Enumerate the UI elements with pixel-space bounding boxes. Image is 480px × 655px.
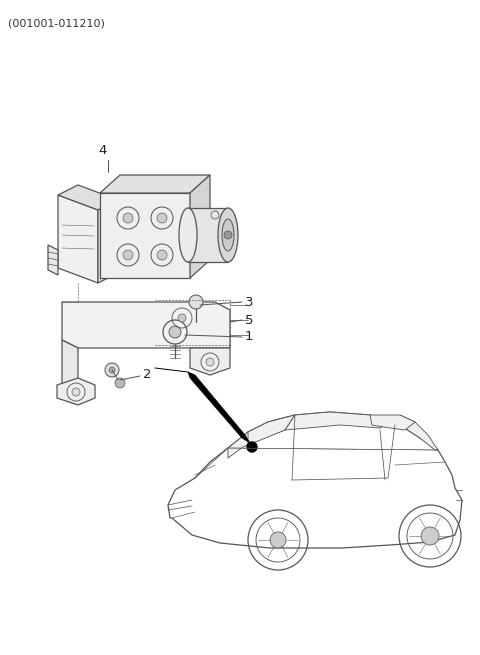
Text: 1: 1 bbox=[245, 331, 253, 343]
Text: 5: 5 bbox=[245, 314, 253, 326]
Circle shape bbox=[157, 213, 167, 223]
Polygon shape bbox=[168, 412, 462, 548]
Polygon shape bbox=[58, 195, 98, 283]
Text: 3: 3 bbox=[245, 295, 253, 309]
Polygon shape bbox=[62, 340, 78, 398]
Circle shape bbox=[115, 378, 125, 388]
Ellipse shape bbox=[179, 208, 197, 262]
Circle shape bbox=[206, 358, 214, 366]
Text: 2: 2 bbox=[143, 369, 152, 381]
Polygon shape bbox=[285, 412, 395, 430]
Text: 4: 4 bbox=[99, 144, 107, 157]
Circle shape bbox=[421, 527, 439, 545]
Polygon shape bbox=[190, 348, 230, 375]
Circle shape bbox=[157, 250, 167, 260]
Polygon shape bbox=[400, 415, 438, 450]
Polygon shape bbox=[62, 302, 230, 348]
Polygon shape bbox=[190, 175, 210, 278]
Polygon shape bbox=[58, 185, 118, 210]
Polygon shape bbox=[98, 200, 118, 283]
Polygon shape bbox=[100, 175, 210, 193]
Circle shape bbox=[123, 250, 133, 260]
Polygon shape bbox=[228, 415, 295, 458]
Text: (001001-011210): (001001-011210) bbox=[8, 18, 105, 28]
Circle shape bbox=[109, 367, 115, 373]
Ellipse shape bbox=[222, 219, 234, 251]
Ellipse shape bbox=[218, 208, 238, 262]
Circle shape bbox=[178, 314, 186, 322]
Circle shape bbox=[105, 363, 119, 377]
Polygon shape bbox=[248, 415, 295, 445]
Circle shape bbox=[123, 213, 133, 223]
Polygon shape bbox=[57, 378, 95, 405]
Circle shape bbox=[169, 326, 181, 338]
Polygon shape bbox=[48, 245, 58, 275]
Circle shape bbox=[247, 442, 257, 452]
Polygon shape bbox=[188, 208, 228, 262]
Polygon shape bbox=[100, 193, 190, 278]
Circle shape bbox=[224, 231, 232, 239]
Circle shape bbox=[189, 295, 203, 309]
Polygon shape bbox=[188, 372, 250, 443]
Circle shape bbox=[72, 388, 80, 396]
Circle shape bbox=[270, 532, 286, 548]
Polygon shape bbox=[370, 415, 415, 430]
